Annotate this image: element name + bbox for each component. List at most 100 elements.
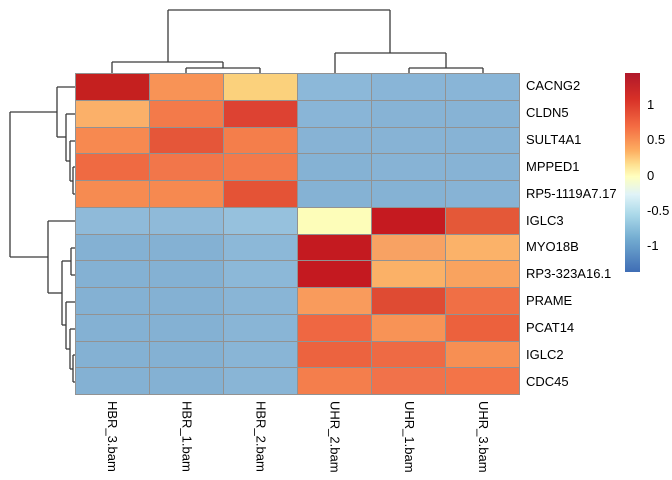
heatmap-cell-CDC45-HBR_3.bam bbox=[76, 368, 149, 394]
heatmap-cell-RP5-1119A7.17-HBR_2.bam bbox=[224, 181, 297, 207]
heatmap-cell-CACNG2-HBR_1.bam bbox=[150, 74, 223, 100]
row-label-CACNG2: CACNG2 bbox=[526, 78, 581, 94]
heatmap-cell-SULT4A1-HBR_1.bam bbox=[150, 127, 223, 154]
heatmap-cell-MYO18B-HBR_2.bam bbox=[224, 234, 297, 261]
row-label-RP5-1119A7.17: RP5-1119A7.17 bbox=[526, 185, 617, 201]
heatmap-cell-PRAME-HBR_3.bam bbox=[76, 288, 149, 314]
heatmap-cell-MYO18B-UHR_3.bam bbox=[446, 234, 519, 261]
heatmap-cell-IGLC2-HBR_1.bam bbox=[150, 341, 223, 368]
column-label-HBR_2.bam: HBR_2.bam bbox=[253, 401, 269, 472]
heatmap-cell-IGLC3-UHR_1.bam bbox=[372, 207, 445, 234]
row-label-PCAT14: PCAT14 bbox=[526, 319, 575, 335]
row-label-MYO18B: MYO18B bbox=[526, 239, 579, 255]
legend-gradient bbox=[625, 73, 640, 272]
heatmap-cell-RP3-323A16.1-UHR_2.bam bbox=[298, 261, 371, 287]
heatmap-cell-IGLC3-HBR_3.bam bbox=[76, 207, 149, 234]
heatmap-cell-CLDN5-UHR_1.bam bbox=[372, 100, 445, 127]
heatmap-cell-RP5-1119A7.17-UHR_2.bam bbox=[298, 181, 371, 207]
heatmap-cell-RP5-1119A7.17-UHR_3.bam bbox=[446, 181, 519, 207]
heatmap-cell-PCAT14-UHR_3.bam bbox=[446, 314, 519, 341]
heatmap-cell-MPPED1-UHR_3.bam bbox=[446, 154, 519, 180]
heatmap-cell-CLDN5-HBR_2.bam bbox=[224, 100, 297, 127]
left-dendrogram bbox=[9, 86, 75, 383]
heatmap-cell-IGLC2-HBR_3.bam bbox=[76, 341, 149, 368]
heatmap-cell-RP5-1119A7.17-HBR_1.bam bbox=[150, 181, 223, 207]
heatmap-cell-CACNG2-UHR_1.bam bbox=[372, 74, 445, 100]
heatmap-cell-CDC45-UHR_1.bam bbox=[372, 368, 445, 394]
heatmap-cell-IGLC3-UHR_3.bam bbox=[446, 207, 519, 234]
top-dendrogram bbox=[111, 9, 484, 73]
heatmap-cell-PRAME-UHR_3.bam bbox=[446, 288, 519, 314]
row-label-RP3-323A16.1: RP3-323A16.1 bbox=[526, 266, 612, 282]
row-label-CDC45: CDC45 bbox=[526, 373, 569, 389]
heatmap-cell-PRAME-HBR_1.bam bbox=[150, 288, 223, 314]
row-label-PRAME: PRAME bbox=[526, 293, 573, 309]
heatmap-cell-PRAME-UHR_1.bam bbox=[372, 288, 445, 314]
heatmap-cell-MPPED1-HBR_2.bam bbox=[224, 154, 297, 180]
column-label-UHR_1.bam: UHR_1.bam bbox=[401, 401, 417, 473]
heatmap-cell-CACNG2-HBR_2.bam bbox=[224, 74, 297, 100]
heatmap-cell-PCAT14-HBR_1.bam bbox=[150, 314, 223, 341]
heatmap-cell-MYO18B-UHR_1.bam bbox=[372, 234, 445, 261]
heatmap-cell-PRAME-UHR_2.bam bbox=[298, 288, 371, 314]
heatmap-cell-CDC45-HBR_2.bam bbox=[224, 368, 297, 394]
heatmap-cell-RP3-323A16.1-HBR_3.bam bbox=[76, 261, 149, 287]
heatmap-cell-CDC45-UHR_3.bam bbox=[446, 368, 519, 394]
heatmap-cell-CACNG2-HBR_3.bam bbox=[76, 74, 149, 100]
legend-tick-label-0.5: 0.5 bbox=[647, 132, 666, 148]
heatmap-cell-CLDN5-HBR_1.bam bbox=[150, 100, 223, 127]
heatmap-cell-PCAT14-HBR_2.bam bbox=[224, 314, 297, 341]
column-label-HBR_1.bam: HBR_1.bam bbox=[179, 401, 195, 472]
heatmap-cell-RP3-323A16.1-HBR_1.bam bbox=[150, 261, 223, 287]
heatmap-cell-IGLC2-UHR_3.bam bbox=[446, 341, 519, 368]
heatmap-cell-SULT4A1-HBR_2.bam bbox=[224, 127, 297, 154]
heatmap-cell-MYO18B-UHR_2.bam bbox=[298, 234, 371, 261]
heatmap-cell-MPPED1-UHR_2.bam bbox=[298, 154, 371, 180]
heatmap-cell-RP5-1119A7.17-UHR_1.bam bbox=[372, 181, 445, 207]
heatmap-cell-RP3-323A16.1-HBR_2.bam bbox=[224, 261, 297, 287]
heatmap-cell-CLDN5-HBR_3.bam bbox=[76, 100, 149, 127]
heatmap-cell-SULT4A1-UHR_2.bam bbox=[298, 127, 371, 154]
column-label-UHR_2.bam: UHR_2.bam bbox=[327, 401, 343, 473]
heatmap-cell-MYO18B-HBR_3.bam bbox=[76, 234, 149, 261]
heatmap-cell-CLDN5-UHR_2.bam bbox=[298, 100, 371, 127]
heatmap-cell-SULT4A1-UHR_3.bam bbox=[446, 127, 519, 154]
heatmap-cell-SULT4A1-HBR_3.bam bbox=[76, 127, 149, 154]
row-label-MPPED1: MPPED1 bbox=[526, 158, 580, 174]
legend-tick-label--0.5: -0.5 bbox=[647, 202, 670, 218]
heatmap-cell-CACNG2-UHR_3.bam bbox=[446, 74, 519, 100]
heatmap-cell-IGLC3-HBR_2.bam bbox=[224, 207, 297, 234]
heatmap-cell-RP3-323A16.1-UHR_3.bam bbox=[446, 261, 519, 287]
row-label-CLDN5: CLDN5 bbox=[526, 105, 569, 121]
heatmap-cell-IGLC2-HBR_2.bam bbox=[224, 341, 297, 368]
heatmap-cell-RP3-323A16.1-UHR_1.bam bbox=[372, 261, 445, 287]
heatmap-cell-PCAT14-HBR_3.bam bbox=[76, 314, 149, 341]
row-label-IGLC3: IGLC3 bbox=[526, 212, 564, 228]
heatmap-cell-IGLC3-HBR_1.bam bbox=[150, 207, 223, 234]
heatmap-cell-MPPED1-HBR_3.bam bbox=[76, 154, 149, 180]
legend-tick-label--1: -1 bbox=[647, 238, 659, 253]
heatmap-cell-MPPED1-UHR_1.bam bbox=[372, 154, 445, 180]
heatmap-cell-CDC45-UHR_2.bam bbox=[298, 368, 371, 394]
legend-tick-label-1: 1 bbox=[647, 97, 655, 112]
heatmap-cell-PCAT14-UHR_1.bam bbox=[372, 314, 445, 341]
row-label-IGLC2: IGLC2 bbox=[526, 346, 564, 362]
legend-tick-label-0: 0 bbox=[647, 167, 655, 183]
heatmap-cell-IGLC2-UHR_2.bam bbox=[298, 341, 371, 368]
column-label-UHR_3.bam: UHR_3.bam bbox=[475, 401, 491, 473]
heatmap-cell-MPPED1-HBR_1.bam bbox=[150, 154, 223, 180]
heatmap-cell-MYO18B-HBR_1.bam bbox=[150, 234, 223, 261]
row-label-SULT4A1: SULT4A1 bbox=[526, 132, 582, 148]
column-label-HBR_3.bam: HBR_3.bam bbox=[105, 401, 121, 472]
heatmap-cell-CLDN5-UHR_3.bam bbox=[446, 100, 519, 127]
heatmap-cell-CDC45-HBR_1.bam bbox=[150, 368, 223, 394]
heatmap-cell-IGLC3-UHR_2.bam bbox=[298, 207, 371, 234]
heatmap-cell-PCAT14-UHR_2.bam bbox=[298, 314, 371, 341]
heatmap-cell-SULT4A1-UHR_1.bam bbox=[372, 127, 445, 154]
heatmap-cell-PRAME-HBR_2.bam bbox=[224, 288, 297, 314]
heatmap-cell-RP5-1119A7.17-HBR_3.bam bbox=[76, 181, 149, 207]
heatmap-grid bbox=[75, 73, 520, 395]
heatmap-cell-CACNG2-UHR_2.bam bbox=[298, 74, 371, 100]
heatmap-cell-IGLC2-UHR_1.bam bbox=[372, 341, 445, 368]
